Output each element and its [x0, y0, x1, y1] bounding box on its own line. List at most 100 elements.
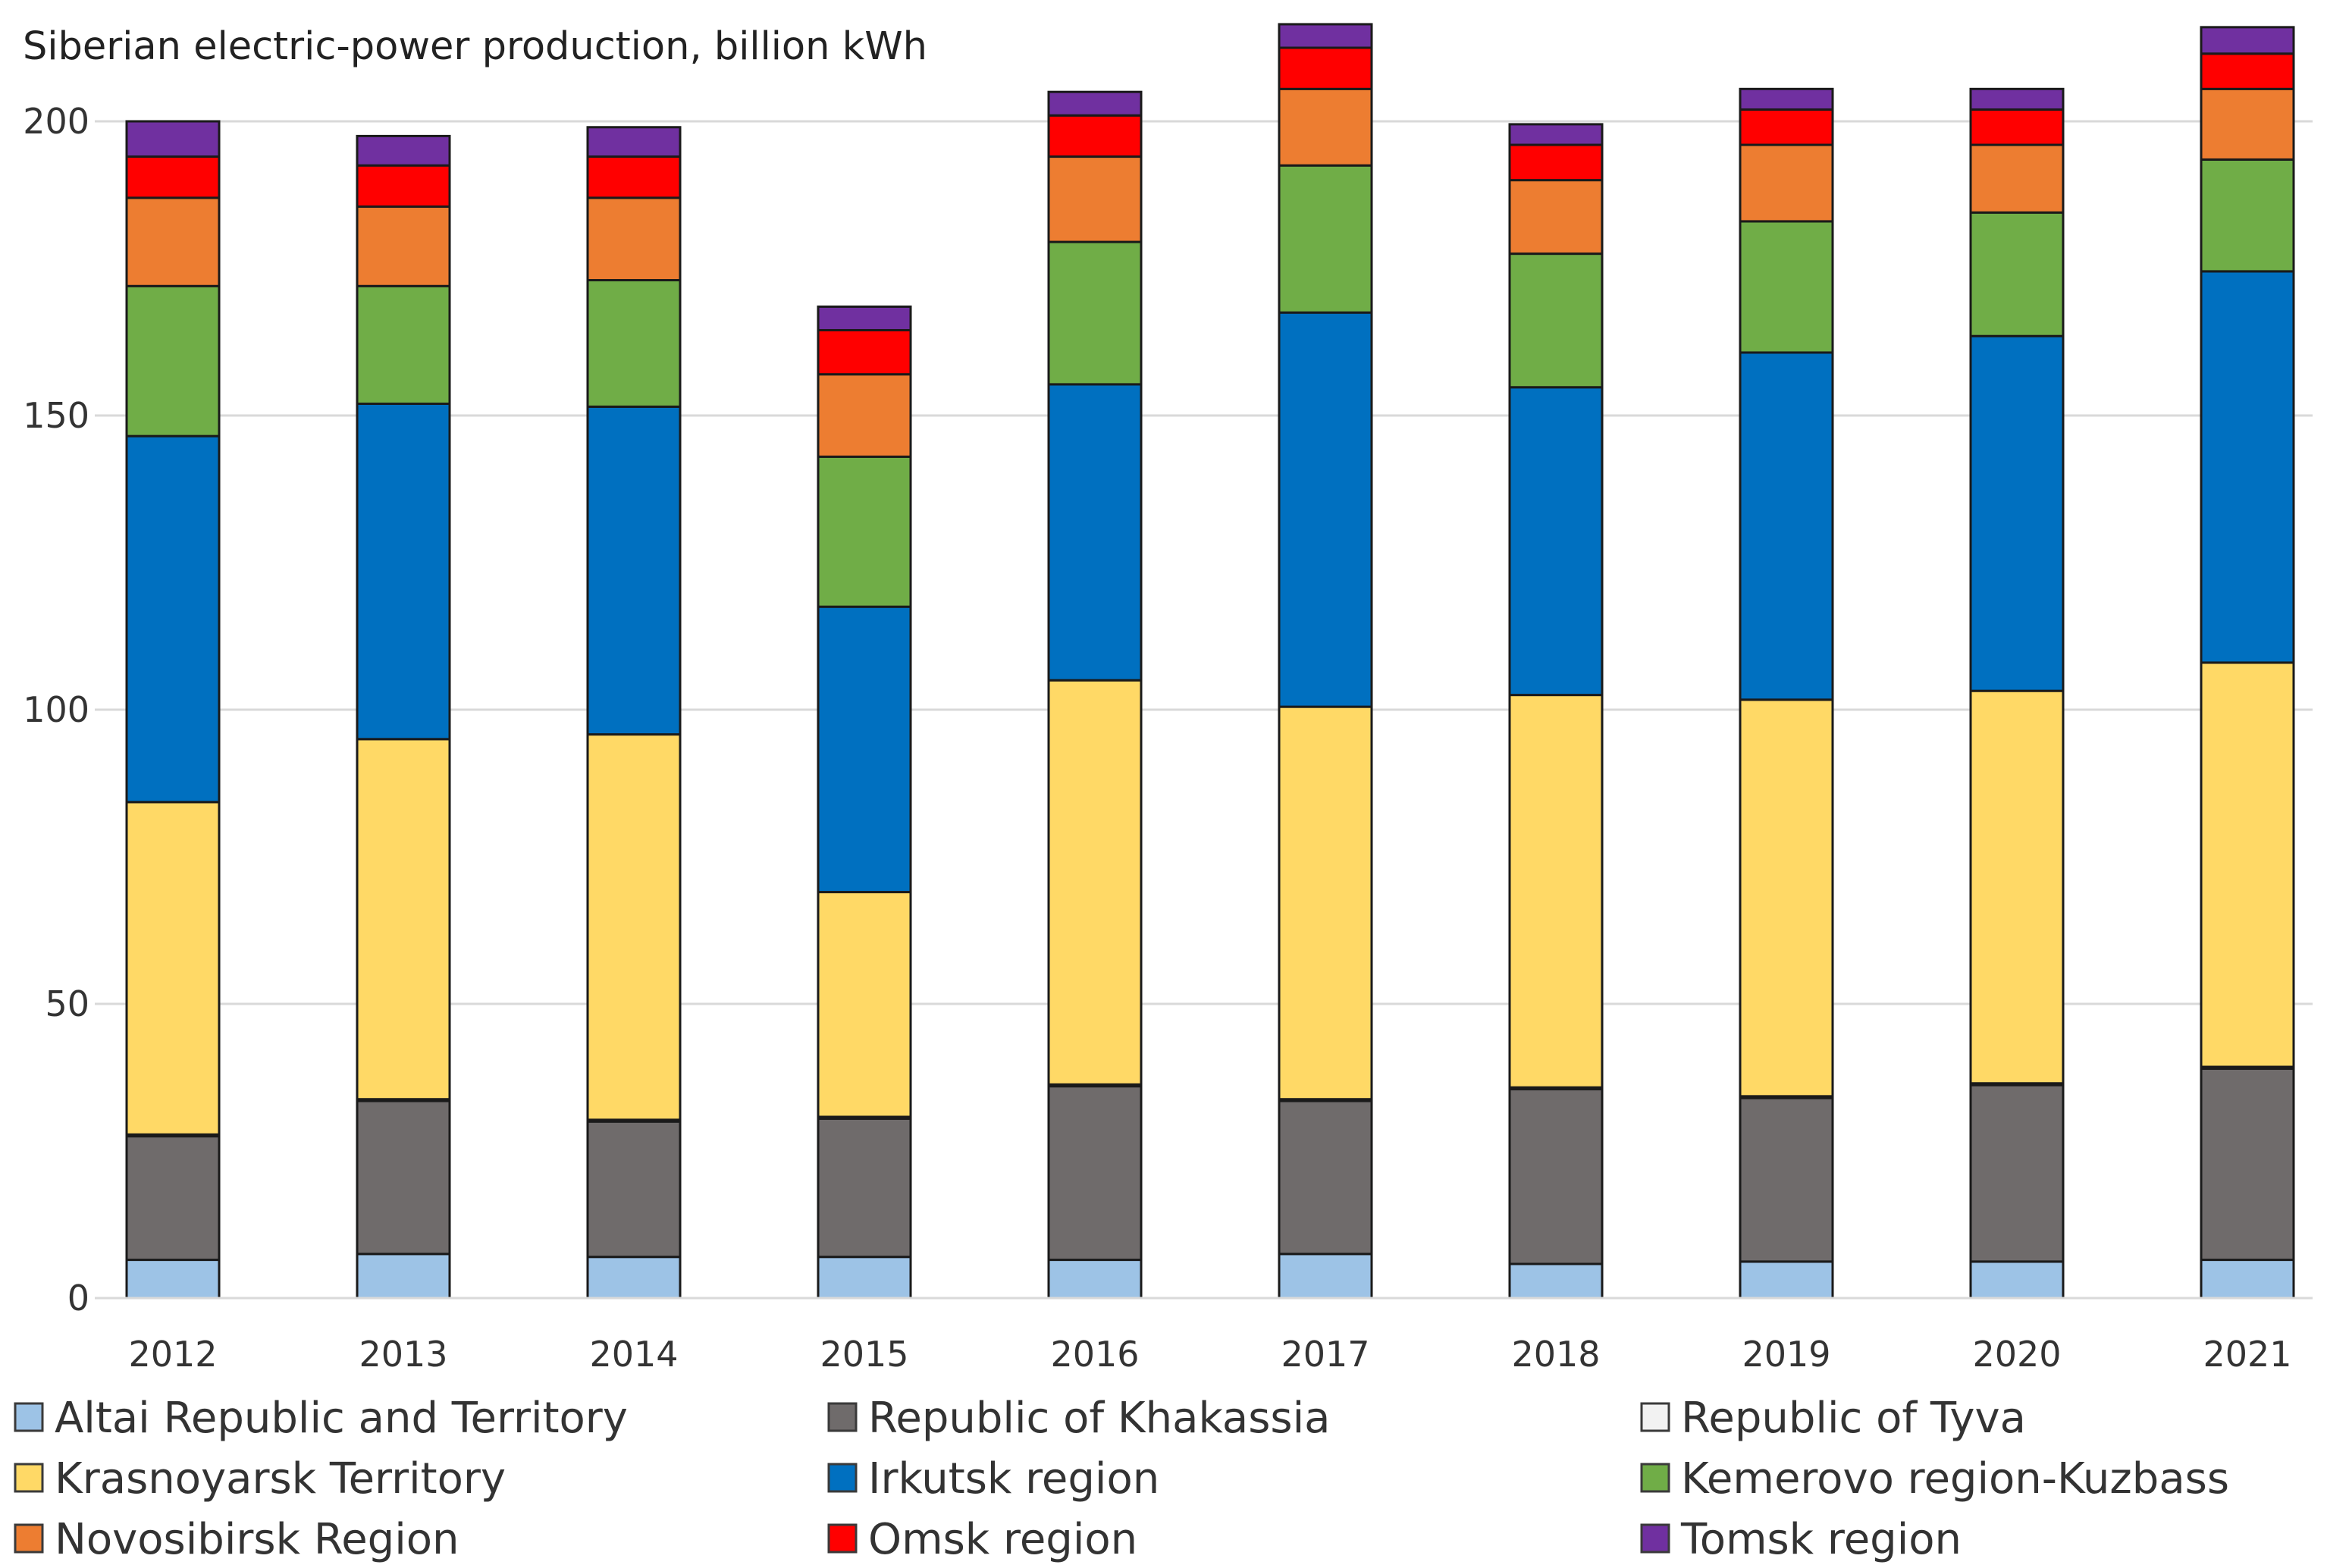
- legend-swatch: [1640, 1463, 1670, 1493]
- y-tick-label: 150: [23, 395, 89, 436]
- bar-segment-2016-series-6: [1047, 155, 1143, 243]
- bar-segment-2020-series-8: [1969, 87, 2065, 111]
- bar-segment-2018-series-5: [1508, 252, 1604, 389]
- bar-segment-2016-series-8: [1047, 90, 1143, 117]
- bar-segment-2013-series-3: [356, 738, 451, 1101]
- bar-segment-2015-series-1: [817, 1117, 912, 1259]
- bar-segment-2015-series-8: [817, 305, 912, 331]
- bar-segment-2021-series-4: [2200, 270, 2295, 664]
- legend-label: Novosibirsk Region: [55, 1515, 459, 1564]
- bar-segment-2016-series-5: [1047, 240, 1143, 386]
- legend-swatch: [14, 1463, 44, 1493]
- x-tick-label: 2012: [128, 1334, 217, 1375]
- bar-segment-2020-series-0: [1969, 1260, 2065, 1300]
- bar-segment-2016-series-3: [1047, 679, 1143, 1086]
- legend-swatch: [14, 1402, 44, 1432]
- legend-label: Republic of Tyva: [1681, 1394, 2026, 1443]
- bar-segment-2018-series-7: [1508, 143, 1604, 182]
- bar-segment-2019-series-3: [1739, 698, 1834, 1098]
- bar-segment-2020-series-4: [1969, 334, 2065, 692]
- bar-stack-2014: [586, 126, 682, 1300]
- bar-segment-2015-series-7: [817, 328, 912, 376]
- bar-segment-2021-series-0: [2200, 1259, 2295, 1300]
- bar-segment-2021-series-8: [2200, 26, 2295, 55]
- bar-stack-2020: [1969, 87, 2065, 1300]
- bar-segment-2017-series-8: [1278, 23, 1373, 49]
- bar-segment-2013-series-4: [356, 402, 451, 741]
- bar-segment-2020-series-6: [1969, 143, 2065, 214]
- legend-label: Krasnoyarsk Territory: [55, 1454, 506, 1504]
- bar-segment-2017-series-6: [1278, 87, 1373, 167]
- legend-label: Republic of Khakassia: [868, 1394, 1330, 1443]
- legend-item: Altai Republic and Territory: [14, 1394, 628, 1443]
- bar-segment-2018-series-0: [1508, 1262, 1604, 1300]
- bar-stack-2012: [125, 120, 221, 1300]
- bar-stack-2019: [1739, 87, 1834, 1300]
- bar-segment-2021-series-1: [2200, 1067, 2295, 1262]
- bar-segment-2019-series-4: [1739, 351, 1834, 701]
- bar-segment-2012-series-8: [125, 120, 221, 158]
- bar-segment-2018-series-6: [1508, 179, 1604, 256]
- bar-segment-2014-series-3: [586, 733, 682, 1121]
- bar-segment-2021-series-7: [2200, 52, 2295, 90]
- legend-swatch: [827, 1463, 858, 1493]
- legend-item: Tomsk region: [1640, 1515, 1962, 1564]
- y-tick-label: 200: [23, 101, 89, 142]
- bar-segment-2016-series-7: [1047, 114, 1143, 158]
- bar-segment-2020-series-3: [1969, 689, 2065, 1085]
- bar-segment-2019-series-7: [1739, 108, 1834, 146]
- bar-segment-2021-series-3: [2200, 661, 2295, 1068]
- bar-segment-2016-series-1: [1047, 1085, 1143, 1262]
- bar-segment-2019-series-6: [1739, 143, 1834, 223]
- legend-swatch: [827, 1523, 858, 1554]
- bar-segment-2013-series-0: [356, 1253, 451, 1300]
- bar-segment-2013-series-8: [356, 134, 451, 167]
- x-tick-label: 2017: [1281, 1334, 1369, 1375]
- bar-segment-2017-series-1: [1278, 1099, 1373, 1256]
- bar-segment-2015-series-4: [817, 605, 912, 894]
- bar-segment-2016-series-4: [1047, 383, 1143, 682]
- bar-segment-2012-series-3: [125, 801, 221, 1136]
- bar-segment-2017-series-0: [1278, 1253, 1373, 1300]
- bar-segment-2019-series-5: [1739, 220, 1834, 354]
- y-tick-label: 100: [23, 689, 89, 730]
- legend-item: Omsk region: [827, 1515, 1137, 1564]
- bars: [125, 23, 2295, 1300]
- x-tick-label: 2016: [1050, 1334, 1139, 1375]
- legend-item: Republic of Khakassia: [827, 1394, 1330, 1443]
- bar-segment-2015-series-5: [817, 455, 912, 608]
- chart-title: Siberian electric-power production, bill…: [23, 24, 927, 69]
- x-tick-label: 2013: [359, 1334, 447, 1375]
- bar-segment-2014-series-4: [586, 405, 682, 736]
- legend-item: Republic of Tyva: [1640, 1394, 2026, 1443]
- legend-label: Tomsk region: [1680, 1515, 1962, 1564]
- bar-segment-2014-series-5: [586, 279, 682, 408]
- bar-segment-2019-series-0: [1739, 1260, 1834, 1300]
- bar-segment-2014-series-1: [586, 1120, 682, 1259]
- legend-item: Novosibirsk Region: [14, 1515, 459, 1564]
- bar-segment-2013-series-7: [356, 164, 451, 209]
- bar-segment-2014-series-8: [586, 126, 682, 158]
- bar-stack-2013: [356, 134, 451, 1300]
- bar-segment-2012-series-1: [125, 1135, 221, 1262]
- y-tick-label: 0: [67, 1278, 89, 1319]
- bar-segment-2017-series-7: [1278, 46, 1373, 90]
- bar-segment-2020-series-7: [1969, 108, 2065, 146]
- x-tick-label: 2015: [820, 1334, 908, 1375]
- bar-segment-2020-series-1: [1969, 1083, 2065, 1263]
- legend-item: Irkutsk region: [827, 1454, 1159, 1504]
- legend: Altai Republic and Territory Republic of …: [14, 1394, 2229, 1564]
- bar-stack-2015: [817, 305, 912, 1300]
- y-gridlines: [95, 120, 2313, 1005]
- x-tick-label: 2014: [589, 1334, 678, 1375]
- bar-segment-2013-series-6: [356, 205, 451, 287]
- x-tick-label: 2018: [1511, 1334, 1600, 1375]
- bar-stack-2018: [1508, 123, 1604, 1300]
- bar-segment-2020-series-5: [1969, 211, 2065, 337]
- bar-segment-2015-series-3: [817, 891, 912, 1118]
- legend-swatch: [1640, 1402, 1670, 1432]
- bar-segment-2012-series-0: [125, 1259, 221, 1300]
- x-tick-label: 2021: [2203, 1334, 2291, 1375]
- bar-segment-2018-series-4: [1508, 386, 1604, 697]
